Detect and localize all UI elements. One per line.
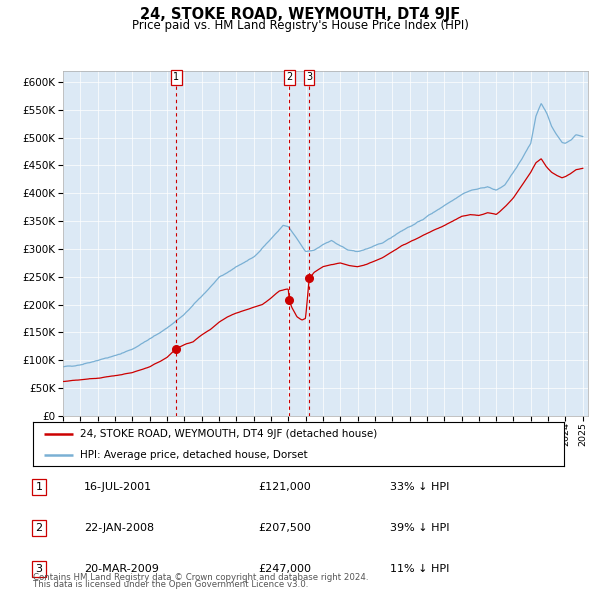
Text: 3: 3 [35,565,43,574]
Text: 2: 2 [286,73,292,83]
Text: £247,000: £247,000 [258,565,311,574]
Text: 39% ↓ HPI: 39% ↓ HPI [390,523,449,533]
Text: 24, STOKE ROAD, WEYMOUTH, DT4 9JF: 24, STOKE ROAD, WEYMOUTH, DT4 9JF [140,7,460,22]
Text: 24, STOKE ROAD, WEYMOUTH, DT4 9JF (detached house): 24, STOKE ROAD, WEYMOUTH, DT4 9JF (detac… [80,429,377,439]
Text: 16-JUL-2001: 16-JUL-2001 [84,482,152,491]
Text: This data is licensed under the Open Government Licence v3.0.: This data is licensed under the Open Gov… [33,581,308,589]
Text: £121,000: £121,000 [258,482,311,491]
Text: 2: 2 [35,523,43,533]
Text: 33% ↓ HPI: 33% ↓ HPI [390,482,449,491]
Text: £207,500: £207,500 [258,523,311,533]
Text: 20-MAR-2009: 20-MAR-2009 [84,565,159,574]
Text: HPI: Average price, detached house, Dorset: HPI: Average price, detached house, Dors… [80,450,307,460]
Text: 3: 3 [306,73,312,83]
Text: 11% ↓ HPI: 11% ↓ HPI [390,565,449,574]
Text: 1: 1 [173,73,179,83]
Text: 22-JAN-2008: 22-JAN-2008 [84,523,154,533]
Text: Price paid vs. HM Land Registry's House Price Index (HPI): Price paid vs. HM Land Registry's House … [131,19,469,32]
Text: 1: 1 [35,482,43,491]
Text: Contains HM Land Registry data © Crown copyright and database right 2024.: Contains HM Land Registry data © Crown c… [33,573,368,582]
